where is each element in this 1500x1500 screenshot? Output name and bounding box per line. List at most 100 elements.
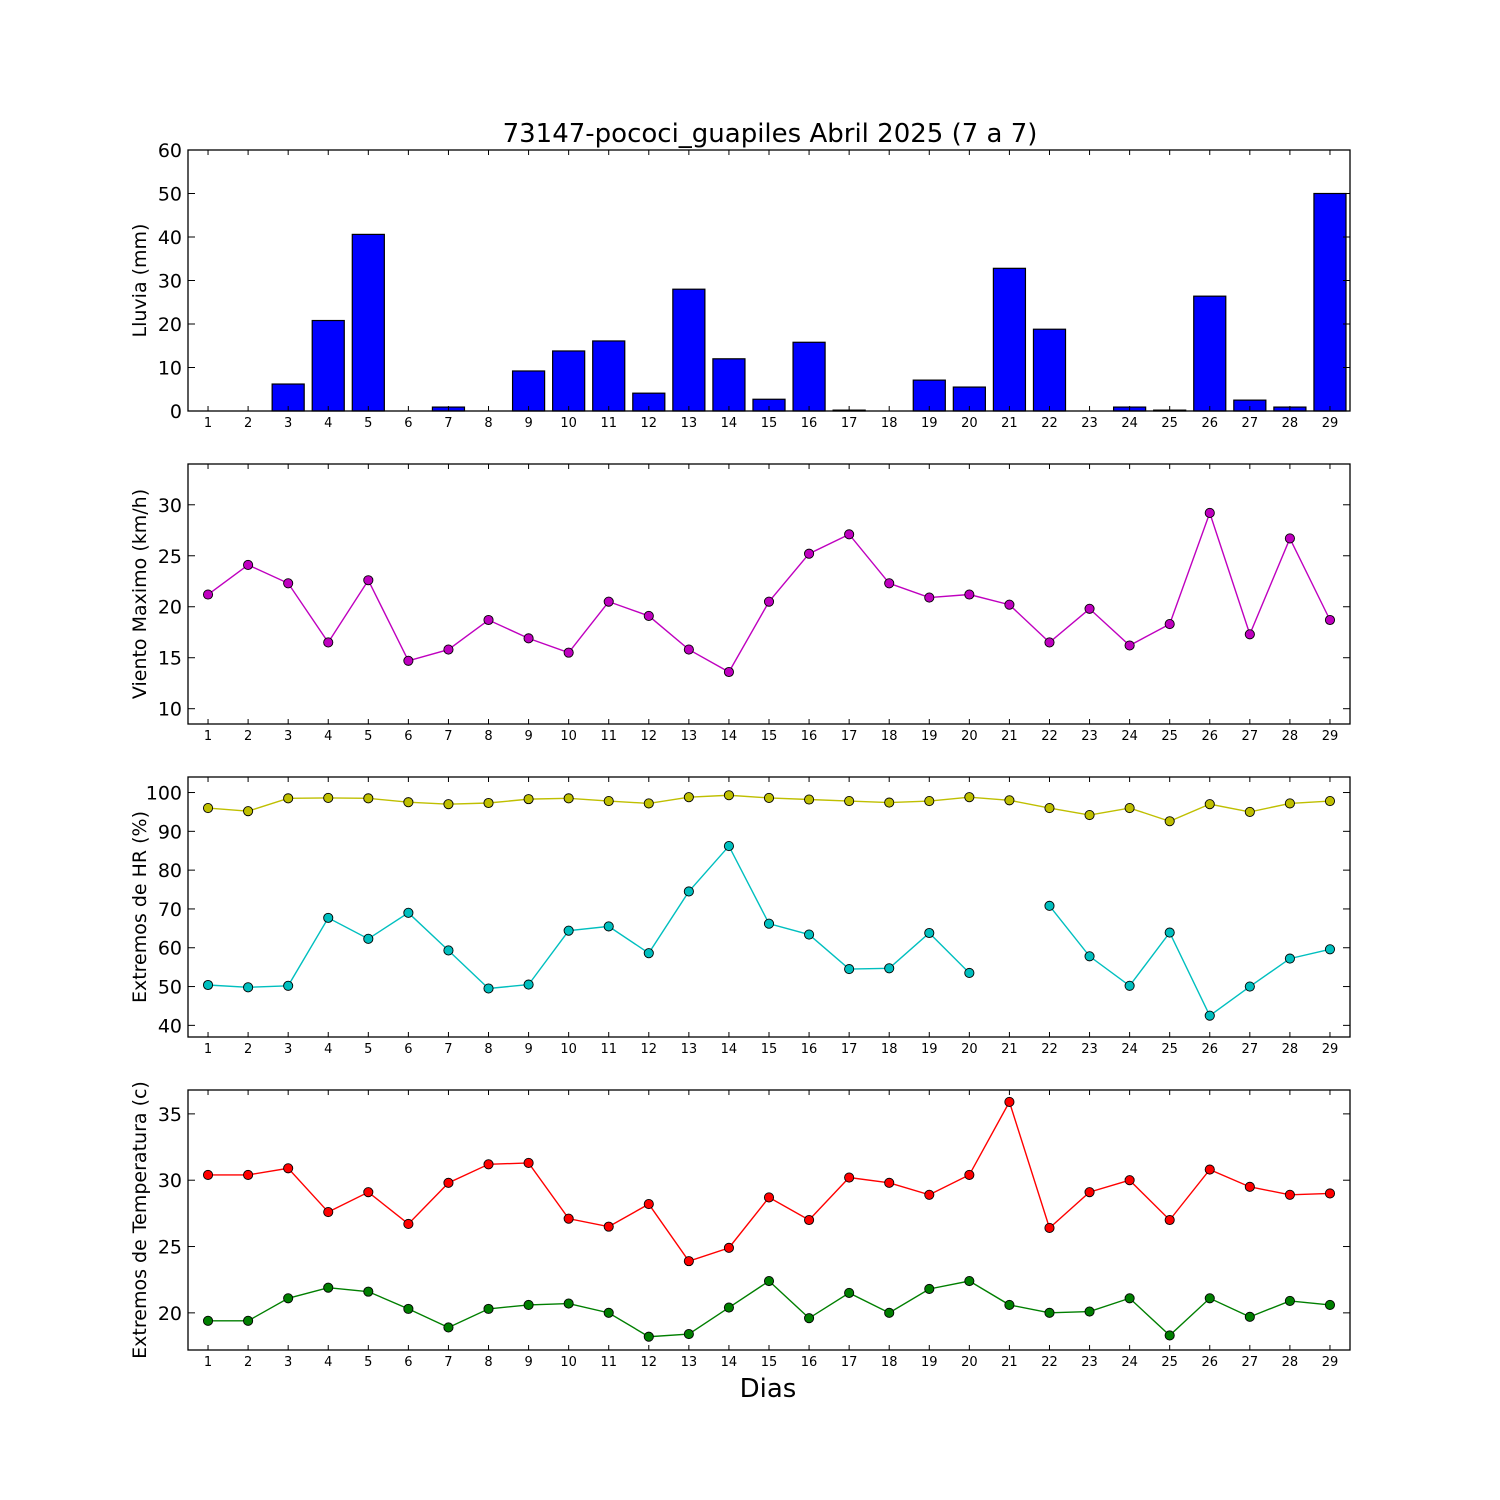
x-tick-label: 29 <box>1322 416 1339 431</box>
x-tick-label: 2 <box>244 416 252 431</box>
axes-frame <box>187 1089 1351 1351</box>
series-1-point-day-13 <box>683 644 694 655</box>
x-tick-label: 23 <box>1081 729 1098 744</box>
y-axis-label: Extremos de HR (%) <box>129 811 151 1003</box>
x-tick-label: 27 <box>1242 1042 1259 1057</box>
x-tick-label: 29 <box>1322 729 1339 744</box>
x-tick-label: 23 <box>1081 1042 1098 1057</box>
series-2-line <box>1048 905 1331 1017</box>
series-2-point-day-7 <box>443 945 454 956</box>
series-1-point-day-1 <box>202 589 214 600</box>
x-tick-label: 10 <box>560 729 577 744</box>
series-1-point-day-23 <box>1084 603 1095 614</box>
series-1-point-day-25 <box>1164 619 1175 630</box>
series-2-point-day-17 <box>844 1287 855 1299</box>
series-1-point-day-29 <box>1324 796 1336 807</box>
series-1-point-day-4 <box>323 792 334 804</box>
x-tick-label: 24 <box>1121 1042 1138 1057</box>
y-tick-label: 60 <box>158 938 182 960</box>
x-tick-label: 10 <box>560 1042 577 1057</box>
x-tick-label: 2 <box>244 729 252 744</box>
y-tick-label: 30 <box>158 271 182 293</box>
x-tick-label: 23 <box>1081 1355 1098 1370</box>
series-2-point-day-27 <box>1244 1311 1255 1322</box>
series-2-point-day-20 <box>964 1275 975 1287</box>
series-2-point-day-2 <box>243 982 254 993</box>
series-2-point-day-29 <box>1324 944 1336 955</box>
x-tick-label: 9 <box>524 1042 532 1057</box>
x-tick-label: 9 <box>524 416 532 431</box>
x-tick-label: 25 <box>1161 1042 1178 1057</box>
series-2-point-day-17 <box>844 964 855 975</box>
series-2-point-day-16 <box>804 929 815 940</box>
series-2-point-day-10 <box>563 925 574 936</box>
series-2-point-day-9 <box>523 979 534 990</box>
series-1-point-day-9 <box>523 633 534 644</box>
x-tick-label: 9 <box>524 1355 532 1370</box>
series-1-point-day-23 <box>1084 809 1095 821</box>
series-2-point-day-19 <box>924 927 935 939</box>
x-tick-label: 21 <box>1001 1042 1018 1057</box>
x-tick-label: 4 <box>324 729 332 744</box>
x-tick-label: 26 <box>1201 729 1218 744</box>
series-1-point-day-11 <box>603 796 614 807</box>
series-1-point-day-4 <box>323 637 334 648</box>
series-2-point-day-24 <box>1124 980 1135 991</box>
bar-day-22 <box>1032 328 1067 412</box>
series-2-point-day-11 <box>603 921 614 932</box>
y-axis-label: Extremos de Temperatura (c) <box>129 1081 151 1359</box>
x-tick-label: 14 <box>721 1042 738 1057</box>
x-tick-label: 19 <box>921 1355 938 1370</box>
x-tick-label: 1 <box>204 416 212 431</box>
series-1-point-day-26 <box>1204 799 1215 810</box>
bar-day-21 <box>992 267 1027 412</box>
x-tick-label: 22 <box>1041 1042 1058 1057</box>
x-tick-label: 10 <box>560 1355 577 1370</box>
series-1-point-day-5 <box>363 575 374 586</box>
series-2-line <box>208 1280 1331 1338</box>
series-2-point-day-20 <box>964 967 975 979</box>
x-tick-label: 22 <box>1041 1355 1058 1370</box>
series-1-point-day-21 <box>1004 1096 1015 1107</box>
bar-day-13 <box>672 288 706 412</box>
series-1-point-day-24 <box>1124 1175 1135 1186</box>
x-tick-label: 18 <box>881 729 898 744</box>
x-tick-label: 6 <box>404 1042 412 1057</box>
series-2-point-day-13 <box>683 1329 694 1340</box>
x-tick-label: 25 <box>1161 729 1178 744</box>
series-1-point-day-7 <box>443 799 454 810</box>
x-tick-label: 2 <box>244 1042 252 1057</box>
series-1-point-day-18 <box>884 578 895 589</box>
series-2-point-day-26 <box>1204 1010 1215 1021</box>
series-2-point-day-4 <box>323 1282 334 1293</box>
bar-day-10 <box>552 350 586 412</box>
series-2-point-day-7 <box>443 1322 454 1333</box>
series-1-point-day-7 <box>443 1177 454 1188</box>
series-2-point-day-15 <box>763 918 775 929</box>
x-tick-label: 28 <box>1282 1042 1299 1057</box>
bar-day-29 <box>1313 192 1347 412</box>
series-2-point-day-3 <box>283 1293 294 1304</box>
x-tick-label: 25 <box>1161 1355 1178 1370</box>
x-tick-label: 1 <box>204 729 212 744</box>
x-tick-label: 21 <box>1001 1355 1018 1370</box>
x-tick-label: 11 <box>600 1042 617 1057</box>
series-2-point-day-9 <box>523 1299 534 1310</box>
x-tick-label: 24 <box>1121 1355 1138 1370</box>
x-tick-label: 15 <box>761 416 778 431</box>
bar-day-4 <box>311 319 345 412</box>
x-tick-label: 17 <box>841 729 858 744</box>
x-tick-label: 13 <box>681 1355 698 1370</box>
x-tick-label: 4 <box>324 1355 332 1370</box>
series-1-point-day-25 <box>1164 1214 1175 1226</box>
series-1-point-day-7 <box>443 644 454 655</box>
x-tick-label: 11 <box>600 729 617 744</box>
x-tick-label: 28 <box>1282 1355 1299 1370</box>
x-tick-label: 27 <box>1242 416 1259 431</box>
x-tick-label: 17 <box>841 1355 858 1370</box>
x-tick-label: 20 <box>961 729 978 744</box>
series-2-point-day-16 <box>804 1313 815 1324</box>
series-1-point-day-10 <box>563 793 574 804</box>
x-tick-label: 3 <box>284 729 292 744</box>
